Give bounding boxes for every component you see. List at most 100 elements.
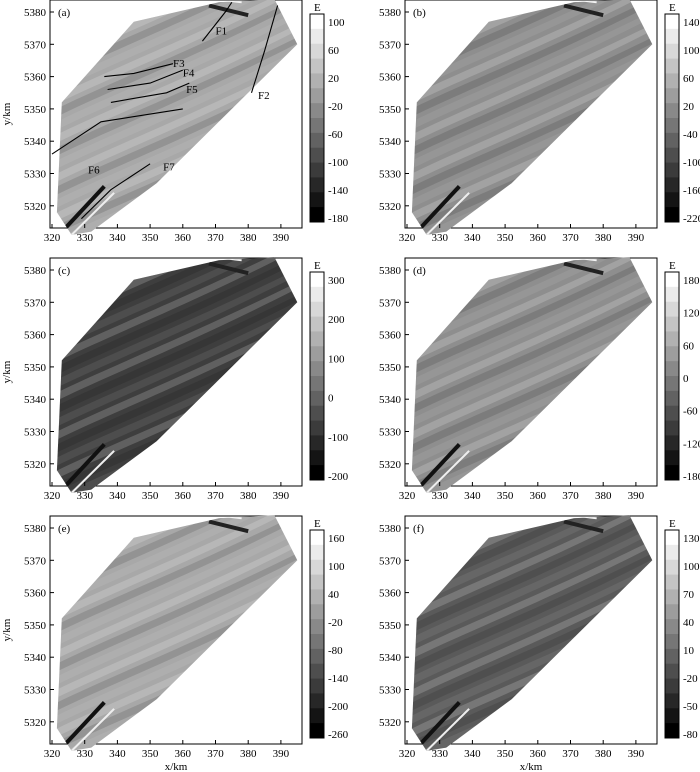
edge-anomaly <box>425 192 470 235</box>
colorbar-step <box>310 346 324 362</box>
colorbar-step <box>665 58 679 74</box>
colorbar-step <box>310 301 324 318</box>
fault-label: F4 <box>183 68 195 80</box>
y-tick-label: 5320 <box>379 201 402 213</box>
colorbar: E 160 100 40 -20 -80 -140 -200 -260 <box>309 518 349 741</box>
x-tick-label: 380 <box>240 490 257 502</box>
edge-anomaly <box>70 450 115 493</box>
x-tick-label: 390 <box>628 232 645 244</box>
anomaly-band <box>56 547 298 675</box>
colorbar-step <box>310 619 324 635</box>
fault-label: F5 <box>186 84 198 96</box>
colorbar-tick-label: 20 <box>328 73 340 85</box>
y-tick-label: 5340 <box>379 394 402 406</box>
colorbar-step <box>310 177 324 193</box>
colorbar-tick-label: 60 <box>683 340 695 352</box>
colorbar-step <box>665 316 679 332</box>
y-tick-label: 5340 <box>24 394 47 406</box>
colorbar-step <box>310 693 324 709</box>
colorbar-tick-label: -40 <box>683 129 698 141</box>
colorbar-step <box>665 574 679 590</box>
colorbar-step <box>665 177 679 193</box>
anomaly-band <box>56 5 298 133</box>
x-tick-label: 340 <box>464 232 481 244</box>
y-tick-label: 5350 <box>24 620 47 632</box>
colorbar-step <box>665 14 679 30</box>
colorbar-step <box>665 207 679 223</box>
colorbar: E 300 200 100 0 -100 -200 <box>309 260 349 483</box>
colorbar-tick-label: 120 <box>683 308 700 320</box>
colorbar-tick-label: -20 <box>328 101 343 113</box>
edge-anomaly <box>563 261 604 276</box>
panel-label: (b) <box>413 7 426 19</box>
fault-label: F3 <box>173 58 185 70</box>
x-tick-label: 380 <box>595 748 612 760</box>
anomaly-band <box>56 257 298 378</box>
x-tick-label: 330 <box>431 490 448 502</box>
colorbar-step <box>310 589 324 605</box>
anomaly-band <box>411 257 653 365</box>
y-axis-label: y/km <box>1 360 13 383</box>
colorbar-tick-label: -80 <box>328 645 343 657</box>
colorbar-tick-label: 0 <box>683 373 689 385</box>
x-tick-label: 370 <box>562 232 579 244</box>
y-tick-label: 5350 <box>379 362 402 374</box>
edge-anomaly <box>208 261 249 276</box>
y-tick-label: 5330 <box>379 169 402 181</box>
x-tick-label: 320 <box>399 490 416 502</box>
y-tick-label: 5360 <box>24 588 47 600</box>
x-tick-label: 370 <box>562 748 579 760</box>
colorbar-tick-label: -100 <box>328 432 349 444</box>
x-tick-label: 320 <box>44 490 61 502</box>
anomaly-band <box>411 0 653 107</box>
colorbar-step <box>665 530 679 546</box>
colorbar-step <box>665 88 679 104</box>
x-tick-label: 320 <box>399 232 416 244</box>
survey-area <box>411 515 653 751</box>
fault-line <box>250 5 279 93</box>
colorbar-step <box>310 648 324 665</box>
colorbar-tick-label: 200 <box>328 314 345 326</box>
colorbar-tick-label: -100 <box>683 157 700 169</box>
x-tick-label: 380 <box>240 748 257 760</box>
y-tick-label: 5330 <box>379 427 402 439</box>
anomaly-band <box>56 315 298 443</box>
anomaly-band <box>411 289 653 417</box>
y-tick-label: 5320 <box>379 717 402 729</box>
edge-anomaly <box>70 708 115 751</box>
anomaly-band <box>411 534 653 662</box>
colorbar-step <box>665 286 679 303</box>
panel-b: (b) 320 330 340 350 360 370 380 390 5380 5370 5360 5… <box>379 0 700 244</box>
fault-line <box>107 69 184 91</box>
x-tick-label: 360 <box>530 490 547 502</box>
x-tick-label: 350 <box>497 490 514 502</box>
anomaly-band <box>411 44 653 172</box>
survey-area <box>411 257 653 493</box>
colorbar-unit: E <box>314 2 321 14</box>
x-tick-label: 350 <box>142 748 159 760</box>
x-tick-label: 340 <box>464 748 481 760</box>
x-tick-label: 370 <box>207 232 224 244</box>
y-tick-label: 5350 <box>24 104 47 116</box>
y-tick-label: 5360 <box>379 588 402 600</box>
anomaly-band <box>411 302 653 430</box>
colorbar-tick-label: 130 <box>683 533 700 545</box>
anomaly-band <box>56 515 298 610</box>
colorbar-step <box>665 272 679 288</box>
anomaly-band <box>56 57 298 185</box>
colorbar-step <box>310 192 324 208</box>
x-axis-label: x/km <box>520 761 543 772</box>
colorbar-unit: E <box>669 518 676 530</box>
colorbar-tick-label: 100 <box>328 561 345 573</box>
anomaly-band <box>411 0 653 94</box>
colorbar-step <box>310 420 324 436</box>
x-tick-label: 380 <box>595 490 612 502</box>
colorbar-unit: E <box>669 2 676 14</box>
y-tick-label: 5340 <box>379 136 402 148</box>
colorbar-frame <box>664 271 680 481</box>
y-tick-label: 5380 <box>24 523 47 535</box>
y-tick-label: 5320 <box>24 459 47 471</box>
anomaly-band <box>411 515 653 597</box>
colorbar-tick-label: 300 <box>328 275 345 287</box>
